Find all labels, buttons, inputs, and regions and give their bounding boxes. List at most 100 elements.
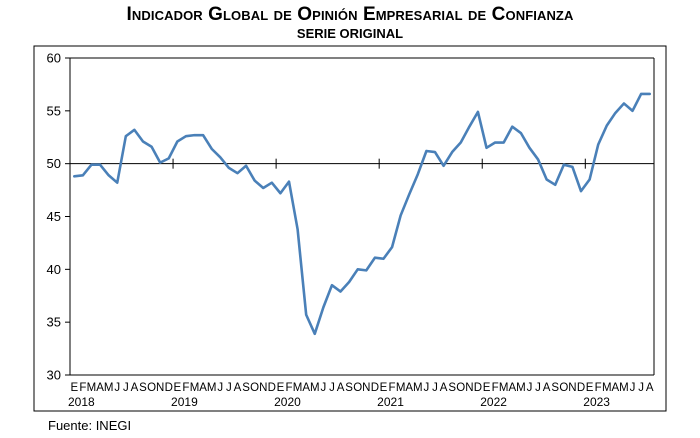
chart-subtitle: SERIE ORIGINAL — [296, 26, 404, 41]
data-point — [331, 284, 333, 286]
series-line — [72, 92, 652, 336]
x-tick-label: A — [337, 382, 345, 394]
data-point — [485, 147, 487, 149]
x-tick-label: A — [199, 382, 207, 394]
data-point — [545, 178, 547, 180]
data-point — [417, 173, 419, 175]
data-point — [511, 125, 513, 127]
y-tick-label: 60 — [47, 51, 61, 66]
data-point — [606, 124, 608, 126]
data-point — [176, 140, 178, 142]
data-point — [73, 175, 75, 177]
y-tick-label: 45 — [47, 209, 61, 224]
data-point — [279, 192, 281, 194]
x-tick-label: D — [474, 382, 482, 394]
y-tick-label: 55 — [47, 103, 61, 118]
x-tick-label: F — [389, 382, 396, 394]
x-tick-label: A — [646, 382, 654, 394]
x-tick-label: A — [131, 382, 139, 394]
data-point — [434, 151, 436, 153]
x-tick-label: N — [156, 382, 164, 394]
data-point — [365, 269, 367, 271]
x-tick-label: F — [492, 382, 499, 394]
data-point — [211, 148, 213, 150]
data-point — [580, 190, 582, 192]
data-point — [90, 164, 92, 166]
x-tick-label: A — [612, 382, 620, 394]
x-tick-label: E — [174, 382, 182, 394]
x-tick-label: M — [619, 382, 629, 394]
data-point — [460, 141, 462, 143]
x-tick-label: M — [207, 382, 217, 394]
data-point — [494, 141, 496, 143]
x-tick-label: J — [123, 382, 129, 394]
data-point — [99, 164, 101, 166]
data-point — [125, 135, 127, 137]
x-tick-label: M — [293, 382, 303, 394]
chart-title: Indicador Global de Opinión Empresarial … — [126, 4, 574, 25]
data-point — [631, 110, 633, 112]
data-point — [262, 187, 264, 189]
x-tick-label: E — [586, 382, 594, 394]
data-point — [528, 147, 530, 149]
x-tick-label: E — [70, 382, 78, 394]
data-point — [408, 193, 410, 195]
x-tick-label: M — [396, 382, 406, 394]
data-point — [477, 111, 479, 113]
x-tick-label: S — [345, 382, 353, 394]
x-tick-label: A — [234, 382, 242, 394]
data-point — [236, 172, 238, 174]
year-label: 2021 — [377, 395, 404, 409]
data-point — [640, 93, 642, 95]
x-tick-label: J — [329, 382, 335, 394]
data-point — [193, 134, 195, 136]
x-tick-label: N — [465, 382, 473, 394]
data-point — [571, 166, 573, 168]
x-tick-label: J — [217, 382, 223, 394]
data-point — [537, 158, 539, 160]
year-label: 2020 — [274, 395, 301, 409]
y-tick-label: 40 — [47, 262, 61, 277]
data-point — [107, 174, 109, 176]
y-tick-label: 35 — [47, 315, 61, 330]
data-point — [219, 156, 221, 158]
data-point — [168, 157, 170, 159]
data-point — [202, 134, 204, 136]
data-point — [348, 281, 350, 283]
x-tick-label: S — [448, 382, 456, 394]
x-tick-label: A — [405, 382, 413, 394]
x-tick-label: S — [242, 382, 250, 394]
x-tick-label: F — [595, 382, 602, 394]
x-tick-label: J — [638, 382, 644, 394]
data-point — [425, 150, 427, 152]
data-point — [82, 174, 84, 176]
data-point — [228, 167, 230, 169]
year-label: 2022 — [480, 395, 507, 409]
x-tick-label: J — [114, 382, 120, 394]
data-point — [391, 246, 393, 248]
x-tick-label: A — [543, 382, 551, 394]
data-point — [339, 290, 341, 292]
data-point — [520, 132, 522, 134]
data-point — [322, 306, 324, 308]
data-point — [597, 143, 599, 145]
x-tick-label: E — [277, 382, 285, 394]
x-tick-label: N — [362, 382, 370, 394]
x-tick-label: J — [535, 382, 541, 394]
y-tick-label: 30 — [47, 368, 61, 383]
chart-frame — [33, 45, 667, 412]
x-tick-label: J — [432, 382, 438, 394]
data-point — [588, 178, 590, 180]
data-point — [116, 181, 118, 183]
data-point — [185, 135, 187, 137]
x-tick-label: D — [268, 382, 276, 394]
x-tick-label: M — [516, 382, 526, 394]
data-point — [399, 214, 401, 216]
x-tick-label: J — [630, 382, 636, 394]
x-tick-label: N — [568, 382, 576, 394]
data-point — [503, 141, 505, 143]
x-tick-label: M — [499, 382, 509, 394]
data-point — [314, 333, 316, 335]
data-point — [245, 165, 247, 167]
